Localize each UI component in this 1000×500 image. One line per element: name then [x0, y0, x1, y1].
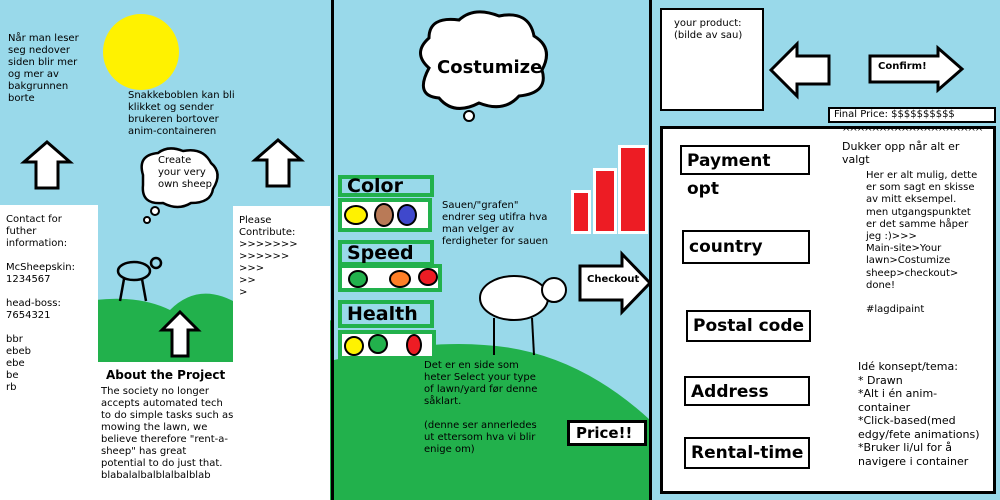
contribute-box: Please Contribute: >>>>>>> >>>>>> >>> >>…: [233, 206, 330, 500]
stat-bar: [593, 168, 617, 234]
contact-info: Contact for futher information: McSheeps…: [6, 214, 75, 393]
speed-option-green[interactable]: [348, 270, 368, 288]
up-arrow-icon: [250, 138, 306, 188]
payment-option-field[interactable]: Payment opt: [680, 145, 810, 199]
checkout-arrow-icon[interactable]: [578, 250, 650, 316]
confirm-arrow-icon[interactable]: [868, 44, 965, 94]
panel-divider: [331, 0, 334, 500]
health-label: Health: [338, 300, 434, 328]
final-price: Final Price: $$$$$$$$$$: [828, 107, 996, 123]
about-body: The society no longer accepts automated …: [101, 386, 234, 481]
price-button[interactable]: Price!!: [567, 420, 647, 446]
checkout-button[interactable]: Checkout: [587, 274, 640, 285]
carets: ^^^^^^^^^^^^^^^^^^^: [842, 127, 983, 138]
speech-bubble-icon[interactable]: [133, 145, 223, 225]
sun: [103, 14, 179, 90]
select-note: Det er en side som heter Select your typ…: [424, 360, 538, 455]
rental-time-field[interactable]: Rental-time: [684, 437, 810, 469]
speed-option-orange[interactable]: [389, 270, 411, 288]
about-title: About the Project: [106, 368, 226, 382]
scroll-note: Når man leser seg nedover siden blir mer…: [8, 33, 79, 104]
color-option-blue[interactable]: [397, 204, 417, 226]
color-label: Color: [338, 175, 434, 197]
health-option-green[interactable]: [368, 334, 388, 354]
cloud-icon: [419, 10, 548, 122]
health-option-red[interactable]: [406, 334, 422, 356]
main-site-panel: Create your very own sheep Når man leser…: [0, 0, 332, 500]
contact-box: Contact for futher information: McSheeps…: [0, 205, 98, 500]
product-box: your product: (bilde av sau): [660, 8, 764, 111]
checkout-panel: your product: (bilde av sau) Confirm! Fi…: [652, 0, 1000, 500]
grass-hill: [334, 344, 650, 500]
speed-option-red[interactable]: [418, 268, 438, 286]
speech-bubble-text[interactable]: Create your very own sheep: [158, 155, 213, 190]
sheep-sketch: [479, 275, 567, 356]
country-field[interactable]: country: [682, 230, 810, 264]
health-option-yellow[interactable]: [344, 336, 364, 356]
speed-label: Speed: [338, 240, 434, 266]
about-box: About the Project The society no longer …: [96, 362, 236, 500]
product-label: your product: (bilde av sau): [674, 18, 743, 41]
color-option-brown[interactable]: [374, 203, 394, 227]
sketch-note: Her er alt mulig, dette er som sagt en s…: [866, 170, 978, 316]
up-arrow-icon: [19, 140, 75, 190]
up-arrow-icon: [158, 309, 202, 358]
stat-bar: [618, 145, 648, 234]
cloud-title: Costumize: [437, 57, 543, 78]
confirm-button[interactable]: Confirm!: [878, 61, 927, 72]
back-arrow-icon[interactable]: [768, 40, 831, 100]
dropdown-note: Dukker opp når alt er valgt: [842, 140, 960, 166]
contribute-text: Please Contribute: >>>>>>> >>>>>> >>> >>…: [239, 215, 298, 298]
stat-bar: [571, 190, 591, 234]
bubble-note: Snakkeboblen kan bli klikket og sender b…: [128, 90, 235, 137]
panel-divider: [649, 0, 652, 500]
customize-panel: Costumize Color Speed Health Sauen/"graf…: [334, 0, 650, 500]
sheep-sketch: [116, 256, 163, 302]
concept-note: Idé konsept/tema: * Drawn *Alt i én anim…: [858, 360, 980, 468]
postal-code-field[interactable]: Postal code: [686, 310, 811, 342]
address-field[interactable]: Address: [684, 376, 810, 406]
color-option-yellow[interactable]: [344, 205, 368, 225]
graph-note: Sauen/"grafen" endrer seg utifra hva man…: [442, 200, 549, 247]
